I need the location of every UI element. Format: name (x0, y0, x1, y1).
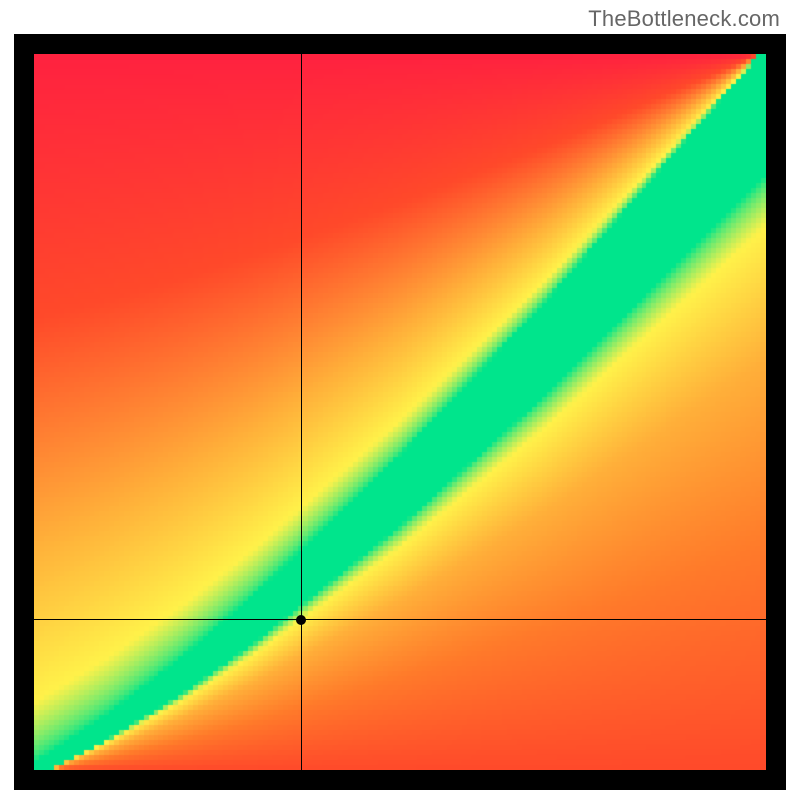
crosshair-horizontal (34, 619, 766, 620)
crosshair-vertical (301, 54, 302, 770)
chart-container: TheBottleneck.com (0, 0, 800, 800)
watermark-text: TheBottleneck.com (588, 6, 780, 32)
crosshair-marker (296, 615, 306, 625)
heatmap-canvas (34, 54, 766, 770)
